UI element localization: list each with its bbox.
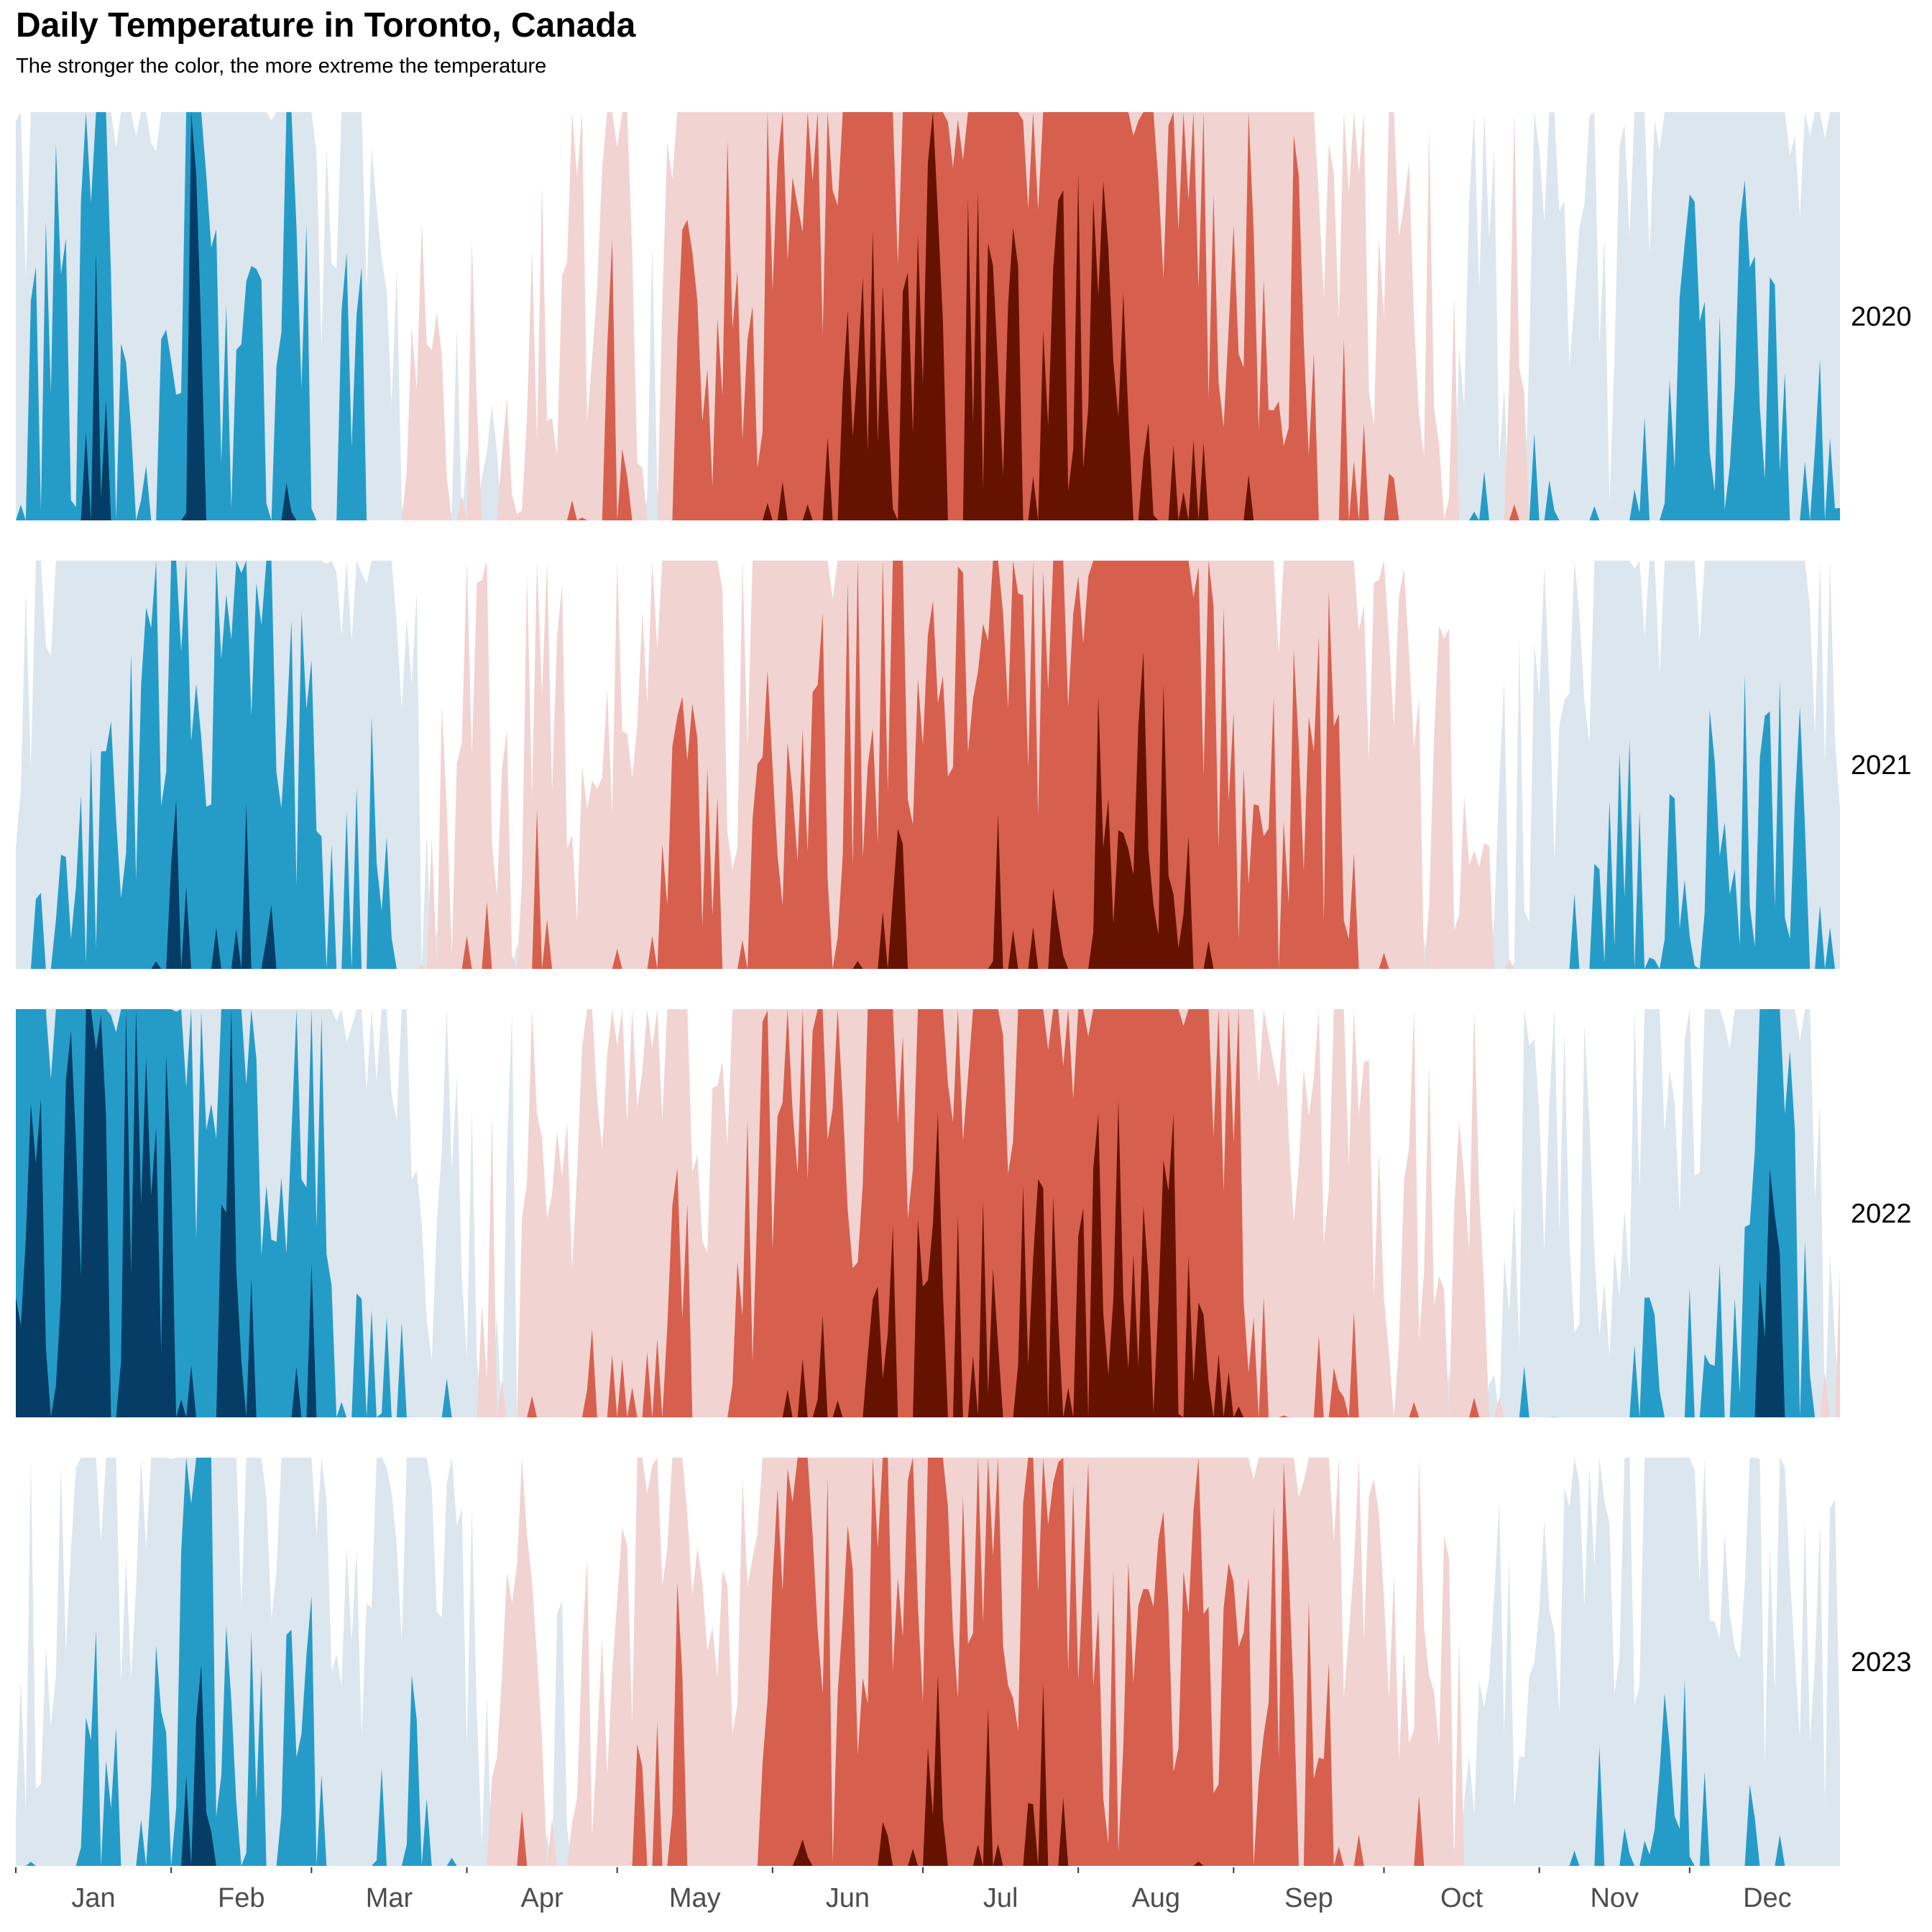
x-axis: Jan Feb Mar Apr May Jun Jul Aug Sep Oct Nov Dec	[15, 1867, 1792, 1913]
panel-2020: 2020	[16, 112, 1912, 520]
month-label-nov: Nov	[1590, 1883, 1639, 1913]
warm-band-3-2023	[16, 1675, 1840, 1866]
warm-band-3-2020	[16, 112, 1840, 520]
year-label-2020: 2020	[1851, 302, 1912, 332]
year-label-2021: 2021	[1851, 750, 1912, 781]
panel-2021: 2021	[16, 561, 1912, 969]
month-label-may: May	[669, 1883, 721, 1913]
warm-band-2-2021	[16, 561, 1840, 969]
month-label-jul: Jul	[983, 1883, 1018, 1913]
month-label-jun: Jun	[826, 1883, 870, 1913]
cold-band-1-2022	[16, 1009, 1840, 1417]
panel-2023: 2023	[16, 1458, 1912, 1866]
year-label-2023: 2023	[1851, 1647, 1912, 1678]
month-label-feb: Feb	[218, 1883, 264, 1913]
month-label-oct: Oct	[1440, 1883, 1484, 1913]
panel-2022: 2022	[16, 1009, 1912, 1417]
year-panels: 2020 2021 2022 2023	[16, 112, 1912, 1866]
month-label-mar: Mar	[366, 1883, 413, 1913]
chart-title: Daily Temperature in Toronto, Canada	[16, 6, 636, 45]
warm-band-2-2023	[16, 1458, 1840, 1866]
warm-band-2-2022	[16, 1009, 1840, 1417]
cold-band-1-2023	[16, 1458, 1840, 1866]
year-label-2022: 2022	[1851, 1199, 1912, 1229]
month-label-aug: Aug	[1131, 1883, 1180, 1913]
cold-band-2-2021	[16, 561, 1840, 969]
chart-subtitle: The stronger the color, the more extreme…	[16, 55, 547, 78]
month-label-apr: Apr	[521, 1883, 564, 1913]
cold-band-3-2023	[16, 1665, 1840, 1866]
month-label-sep: Sep	[1284, 1883, 1333, 1913]
cold-band-3-2020	[16, 112, 1840, 520]
month-label-dec: Dec	[1743, 1883, 1792, 1913]
cold-band-2-2022	[16, 1009, 1840, 1417]
warm-band-3-2022	[16, 1100, 1840, 1417]
month-label-jan: Jan	[71, 1883, 115, 1913]
